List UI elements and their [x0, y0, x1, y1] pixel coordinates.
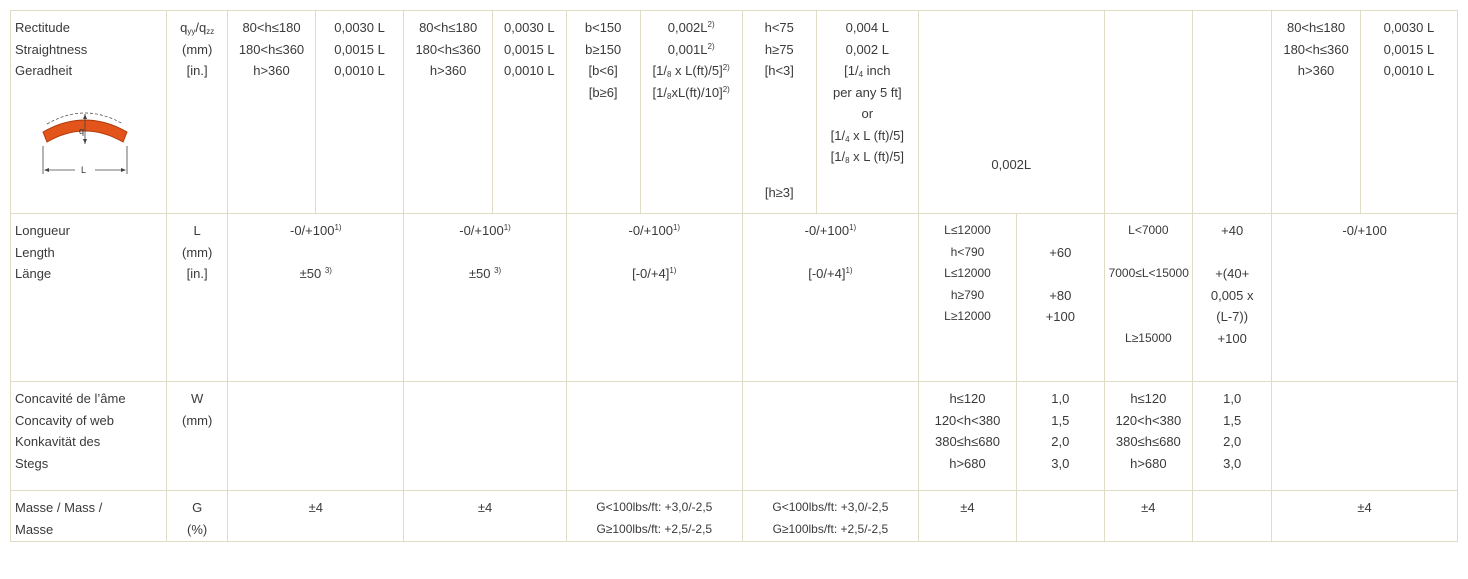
straightness-label-cell: Rectitude Straightness Geradheit q L	[9, 10, 168, 214]
row-mass: Masse / Mass / Masse G (%) ±4 ±4 G<100lb…	[9, 490, 1458, 542]
row-straightness: Rectitude Straightness Geradheit q L	[9, 10, 1459, 214]
concavity-g1	[227, 381, 405, 491]
length-g4: -0/+1001) [-0/+4]1)	[741, 213, 919, 382]
length-g3: -0/+1001) [-0/+4]1)	[565, 213, 743, 382]
straightness-g1-value: 0,0030 L 0,0015 L 0,0010 L	[314, 10, 405, 214]
length-g6-range: L<7000 7000≤L<15000 L≥15000	[1103, 213, 1194, 382]
straightness-g6-value	[1192, 10, 1273, 214]
length-g7: -0/+100	[1271, 213, 1458, 382]
concavity-g6-range: h≤120 120<h<380 380≤h≤680 h>680	[1103, 381, 1194, 491]
length-label-fr: Longueur	[15, 223, 70, 238]
length-symbol-cell: L (mm) [in.]	[166, 213, 229, 382]
length-g5-value: +60 +80 +100	[1016, 213, 1105, 382]
straightness-g2-value: 0,0030 L 0,0015 L 0,0010 L	[491, 10, 567, 214]
concavity-g7	[1271, 381, 1458, 491]
concavity-symbol-cell: W (mm)	[166, 381, 229, 491]
straightness-g6-range	[1103, 10, 1194, 214]
length-label-en: Length	[15, 244, 55, 260]
straightness-g3-range: b<150 b≥150 [b<6] [b≥6]	[565, 10, 641, 214]
length-g6-value: +40 +(40+ 0,005 x (L-7)) +100	[1192, 213, 1273, 382]
length-label-cell: Longueur Length Länge	[9, 213, 168, 382]
concavity-symbol: W	[191, 391, 204, 406]
length-symbol: L	[193, 223, 201, 238]
straightness-label-de: Geradheit	[15, 63, 73, 78]
straightness-g4-value: 0,004 L 0,002 L [1/4 inch per any 5 ft] …	[815, 10, 919, 214]
tolerance-table: Rectitude Straightness Geradheit q L	[9, 10, 1459, 542]
straightness-g7-range: 80<h≤180 180<h≤360 h>360	[1271, 10, 1361, 214]
concavity-g6-value: 1,0 1,5 2,0 3,0	[1192, 381, 1273, 491]
length-g2: -0/+1001) ±50 3)	[403, 213, 567, 382]
length-g5-range: L≤12000 h<790 L≤12000 h≥790 L≥12000	[917, 213, 1018, 382]
straightness-label-fr: Rectitude	[15, 20, 70, 35]
mass-g6: ±4	[1103, 490, 1194, 542]
concavity-g5-value: 1,0 1,5 2,0 3,0	[1016, 381, 1105, 491]
mass-g5-empty	[1016, 490, 1105, 542]
concavity-g5-range: h≤120 120<h<380 380≤h≤680 h>680	[917, 381, 1018, 491]
mass-g5: ±4	[917, 490, 1018, 542]
mass-label-cell: Masse / Mass / Masse	[9, 490, 168, 542]
straightness-symbol-cell: qyy/qzz (mm) [in.]	[166, 10, 229, 214]
straightness-g4-range: h<75 h≥75 [h<3] [h≥3]	[741, 10, 817, 214]
straightness-unit-in: [in.]	[186, 63, 208, 78]
straightness-label-en: Straightness	[15, 41, 88, 57]
straightness-symbol: qyy/qzz	[180, 20, 215, 36]
concavity-g4	[741, 381, 919, 491]
straightness-g5-value: 0,002L	[917, 10, 1105, 214]
mass-g2: ±4	[403, 490, 567, 542]
straightness-g3-value: 0,002L2) 0,001L2) [1/8 x L(ft)/5]2) [1/8…	[639, 10, 743, 214]
mass-g4: G<100lbs/ft: +3,0/-2,5 G≥100lbs/ft: +2,5/…	[741, 490, 919, 542]
row-length: Longueur Length Länge L (mm) [in.] -0/+1…	[9, 213, 1458, 382]
length-g1: -0/+1001) ±50 3)	[227, 213, 405, 382]
mass-g1: ±4	[227, 490, 405, 542]
diagram-L-label: L	[81, 165, 86, 175]
straightness-unit-mm: (mm)	[181, 41, 213, 57]
concavity-g2	[403, 381, 567, 491]
concavity-label-cell: Concavité de l’âme Concavity of web Konk…	[9, 381, 168, 491]
straightness-g1-range: 80<h≤180 180<h≤360 h>360	[227, 10, 316, 214]
straightness-g2-range: 80<h≤180 180<h≤360 h>360	[403, 10, 493, 214]
mass-g6-empty	[1192, 490, 1273, 542]
length-label-de: Länge	[15, 266, 52, 281]
straightness-g7-value: 0,0030 L 0,0015 L 0,0010 L	[1359, 10, 1459, 214]
mass-symbol: G	[192, 500, 203, 515]
concavity-g3	[565, 381, 743, 491]
mass-symbol-cell: G (%)	[166, 490, 229, 542]
diagram-q-label: q	[79, 126, 84, 136]
mass-g3: G<100lbs/ft: +3,0/-2,5 G≥100lbs/ft: +2,5/…	[565, 490, 743, 542]
mass-g7: ±4	[1271, 490, 1458, 542]
row-concavity: Concavité de l’âme Concavity of web Konk…	[9, 381, 1458, 491]
straightness-diagram: q L	[42, 112, 128, 175]
